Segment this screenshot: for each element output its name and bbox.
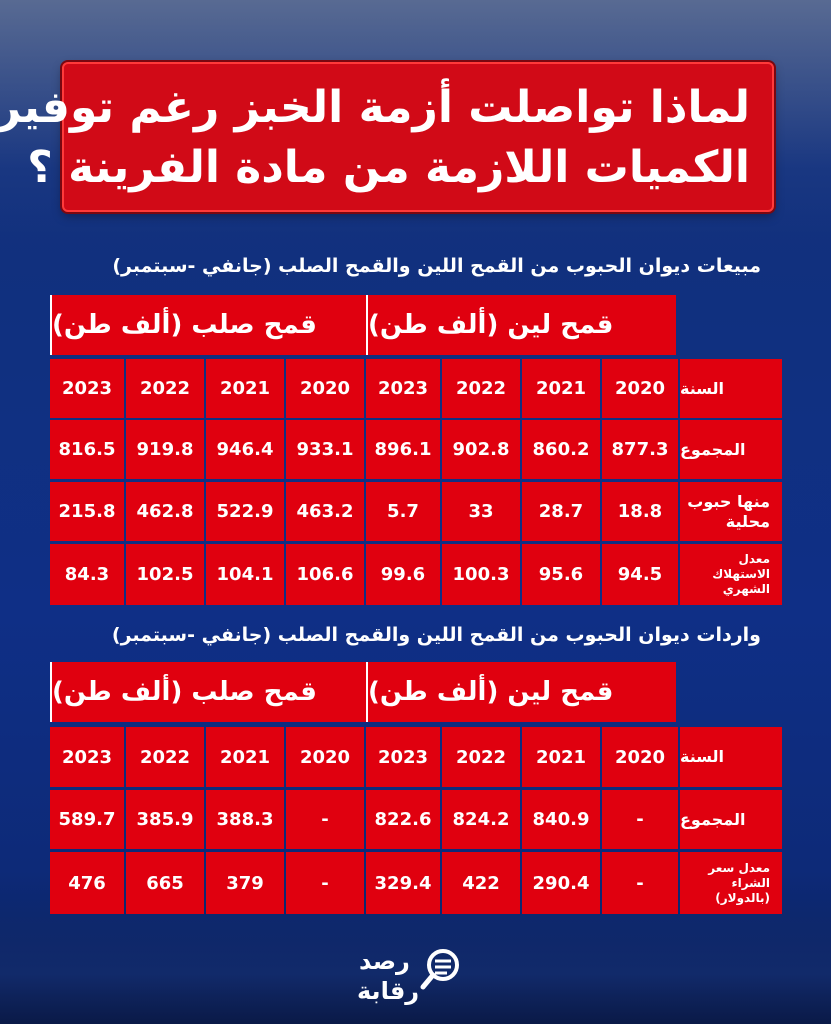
table1-hard-cell: 104.1	[206, 544, 284, 605]
table1-row-label: المجموع	[680, 420, 782, 479]
table2-row-label: السنة	[680, 727, 782, 787]
logo-line-2: رقابة	[357, 977, 420, 1005]
table2-soft-cell: 290.4	[522, 852, 600, 914]
table2-soft-cell: 840.9	[522, 790, 600, 849]
table1-soft-cell: 902.8	[442, 420, 520, 479]
table2-soft-cell: 822.6	[366, 790, 440, 849]
table2-soft-cell: 2022	[442, 727, 520, 787]
table2-hard-cell: -	[286, 852, 364, 914]
table2-hard-cell: 665	[126, 852, 204, 914]
table1-soft-cell: 2022	[442, 359, 520, 418]
table1-hard-cell: 463.2	[286, 482, 364, 541]
table2-soft-cell: -	[602, 852, 678, 914]
title-line-1: لماذا تواصلت أزمة الخبز رغم توفير	[0, 82, 750, 133]
table1-soft-cell: 2021	[522, 359, 600, 418]
table1-soft-cell: 28.7	[522, 482, 600, 541]
table1-hard-cell: 102.5	[126, 544, 204, 605]
background-photo-bottom	[0, 900, 831, 1024]
title-line-2: الكميات اللازمة من مادة الفرينة ؟	[27, 142, 750, 193]
table1-group-soft: قمح لين (ألف طن)	[366, 295, 676, 355]
table2-hard-cell: 385.9	[126, 790, 204, 849]
table1-hard-cell: 2022	[126, 359, 204, 418]
table2-row-label: المجموع	[680, 790, 782, 849]
table1-soft-cell: 100.3	[442, 544, 520, 605]
table2-caption: واردات ديوان الحبوب من القمح اللين والقم…	[111, 624, 761, 646]
table1-row-label: السنة	[680, 359, 782, 418]
logo-line-1: رصد	[359, 947, 410, 975]
table1-soft-cell: 896.1	[366, 420, 440, 479]
title-box: لماذا تواصلت أزمة الخبز رغم توفير الكميا…	[0, 62, 774, 212]
table2-hard-cell: 388.3	[206, 790, 284, 849]
table1-hard-cell: 462.8	[126, 482, 204, 541]
table1-group-hard: قمح صلب (ألف طن)	[50, 295, 366, 355]
table1-soft-cell: 99.6	[366, 544, 440, 605]
table1-hard-cell: 2023	[50, 359, 124, 418]
table2-hard-cell: 589.7	[50, 790, 124, 849]
table2-soft-cell: -	[602, 790, 678, 849]
table2-hard-cell: 2021	[206, 727, 284, 787]
table2-soft-cell: 2020	[602, 727, 678, 787]
table1-soft-cell: 95.6	[522, 544, 600, 605]
table1-caption: مبيعات ديوان الحبوب من القمح اللين والقم…	[112, 255, 761, 277]
table2-hard-cell: -	[286, 790, 364, 849]
table2-hard-cell: 2023	[50, 727, 124, 787]
table1-soft-cell: 33	[442, 482, 520, 541]
table1-hard-cell: 522.9	[206, 482, 284, 541]
table2-soft-cell: 422	[442, 852, 520, 914]
table1-hard-cell: 816.5	[50, 420, 124, 479]
table1-hard-cell: 2021	[206, 359, 284, 418]
table2-hard-cell: 476	[50, 852, 124, 914]
table2-group-hard: قمح صلب (ألف طن)	[50, 662, 366, 722]
table1-soft-cell: 2020	[602, 359, 678, 418]
table1-hard-cell: 933.1	[286, 420, 364, 479]
table1-hard-cell: 2020	[286, 359, 364, 418]
logo: رصد رقابة	[355, 945, 475, 1013]
table1-soft-cell: 2023	[366, 359, 440, 418]
table1-hard-cell: 946.4	[206, 420, 284, 479]
table2-soft-cell: 824.2	[442, 790, 520, 849]
table2-hard-cell: 379	[206, 852, 284, 914]
table2-hard-cell: 2020	[286, 727, 364, 787]
table1-hard-cell: 106.6	[286, 544, 364, 605]
table1-soft-cell: 94.5	[602, 544, 678, 605]
table1-hard-cell: 215.8	[50, 482, 124, 541]
table1-soft-cell: 18.8	[602, 482, 678, 541]
table2-group-soft: قمح لين (ألف طن)	[366, 662, 676, 722]
table2-soft-cell: 2021	[522, 727, 600, 787]
table2-row-label: معدل سعر الشراء (بالدولار)	[680, 852, 782, 914]
table2-soft-cell: 2023	[366, 727, 440, 787]
table1-soft-cell: 877.3	[602, 420, 678, 479]
table1-soft-cell: 860.2	[522, 420, 600, 479]
table1-hard-cell: 919.8	[126, 420, 204, 479]
magnifier-icon	[420, 949, 459, 990]
table2-hard-cell: 2022	[126, 727, 204, 787]
table1-row-label: منها حبوب محلية	[680, 482, 782, 541]
table1-row-label: معدل الاستهلاك الشهري	[680, 544, 782, 605]
table1-soft-cell: 5.7	[366, 482, 440, 541]
table2-soft-cell: 329.4	[366, 852, 440, 914]
table1-hard-cell: 84.3	[50, 544, 124, 605]
